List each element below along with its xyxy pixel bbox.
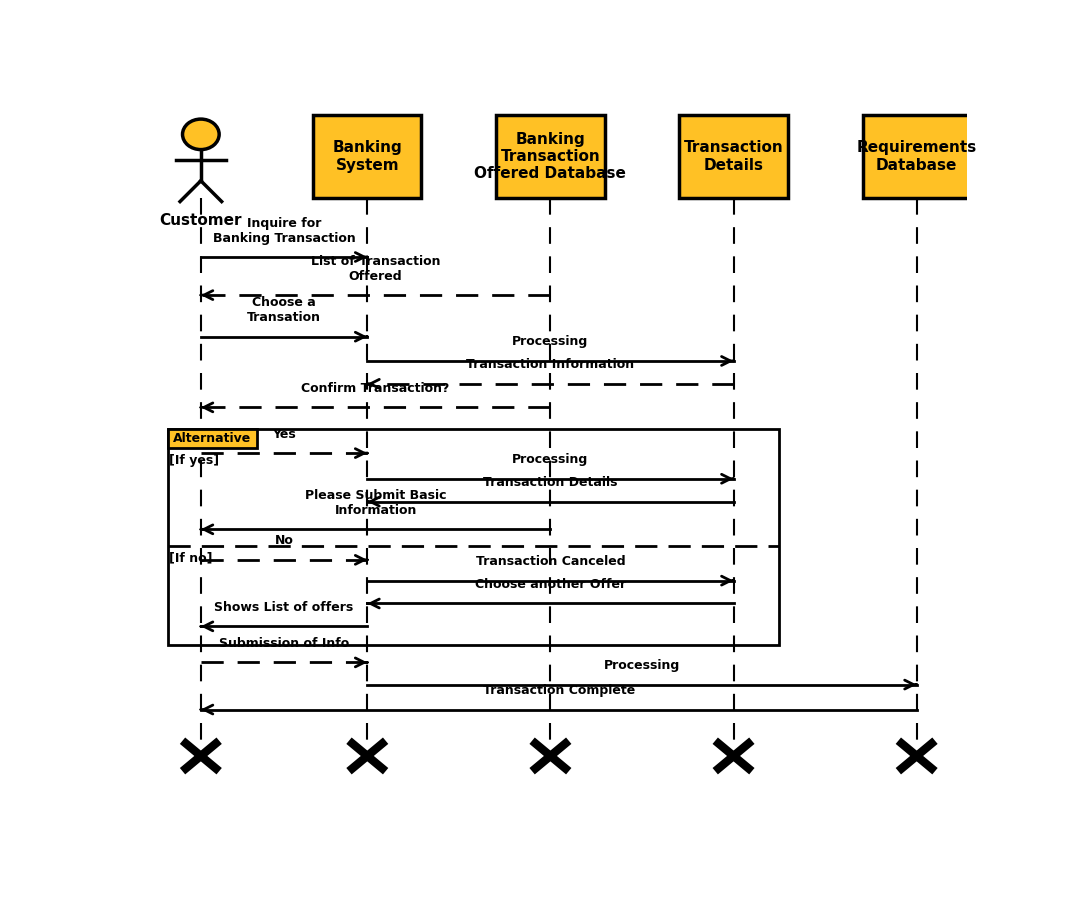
Text: Banking
Transaction
Offered Database: Banking Transaction Offered Database bbox=[475, 131, 626, 182]
Text: Processing: Processing bbox=[512, 336, 589, 348]
Text: List of Transaction
Offered: List of Transaction Offered bbox=[310, 255, 440, 283]
Text: Yes: Yes bbox=[272, 428, 296, 441]
Text: Submission of Info: Submission of Info bbox=[219, 637, 349, 650]
Text: Choose another Offer: Choose another Offer bbox=[475, 578, 626, 591]
Text: Customer: Customer bbox=[160, 213, 242, 229]
Text: Shows List of offers: Shows List of offers bbox=[215, 601, 353, 614]
Bar bbox=[168, 429, 258, 448]
Text: Processing: Processing bbox=[604, 659, 680, 672]
Bar bbox=[314, 115, 421, 198]
Text: Transaction
Details: Transaction Details bbox=[684, 140, 783, 173]
Text: No: No bbox=[275, 535, 293, 547]
Text: Inquire for
Banking Transaction: Inquire for Banking Transaction bbox=[213, 217, 355, 245]
Text: Transaction Canceled: Transaction Canceled bbox=[476, 555, 625, 568]
Text: Transaction Information: Transaction Information bbox=[466, 358, 635, 372]
Text: Requirements
Database: Requirements Database bbox=[857, 140, 976, 173]
Text: [If yes]: [If yes] bbox=[170, 454, 219, 467]
Text: Banking
System: Banking System bbox=[333, 140, 402, 173]
Text: [If no]: [If no] bbox=[170, 552, 213, 564]
Ellipse shape bbox=[183, 119, 219, 149]
Text: Please Submit Basic
Information: Please Submit Basic Information bbox=[305, 489, 447, 517]
Text: Transaction Complete: Transaction Complete bbox=[482, 684, 635, 697]
Bar bbox=[496, 115, 605, 198]
Text: Confirm Transaction?: Confirm Transaction? bbox=[302, 382, 450, 395]
Text: Alternative: Alternative bbox=[173, 432, 251, 446]
Bar bbox=[680, 115, 787, 198]
Bar bbox=[168, 429, 780, 645]
Bar bbox=[862, 115, 971, 198]
Text: Choose a
Transation: Choose a Transation bbox=[247, 296, 321, 324]
Text: Transaction Details: Transaction Details bbox=[483, 476, 618, 490]
Text: Processing: Processing bbox=[512, 454, 589, 466]
